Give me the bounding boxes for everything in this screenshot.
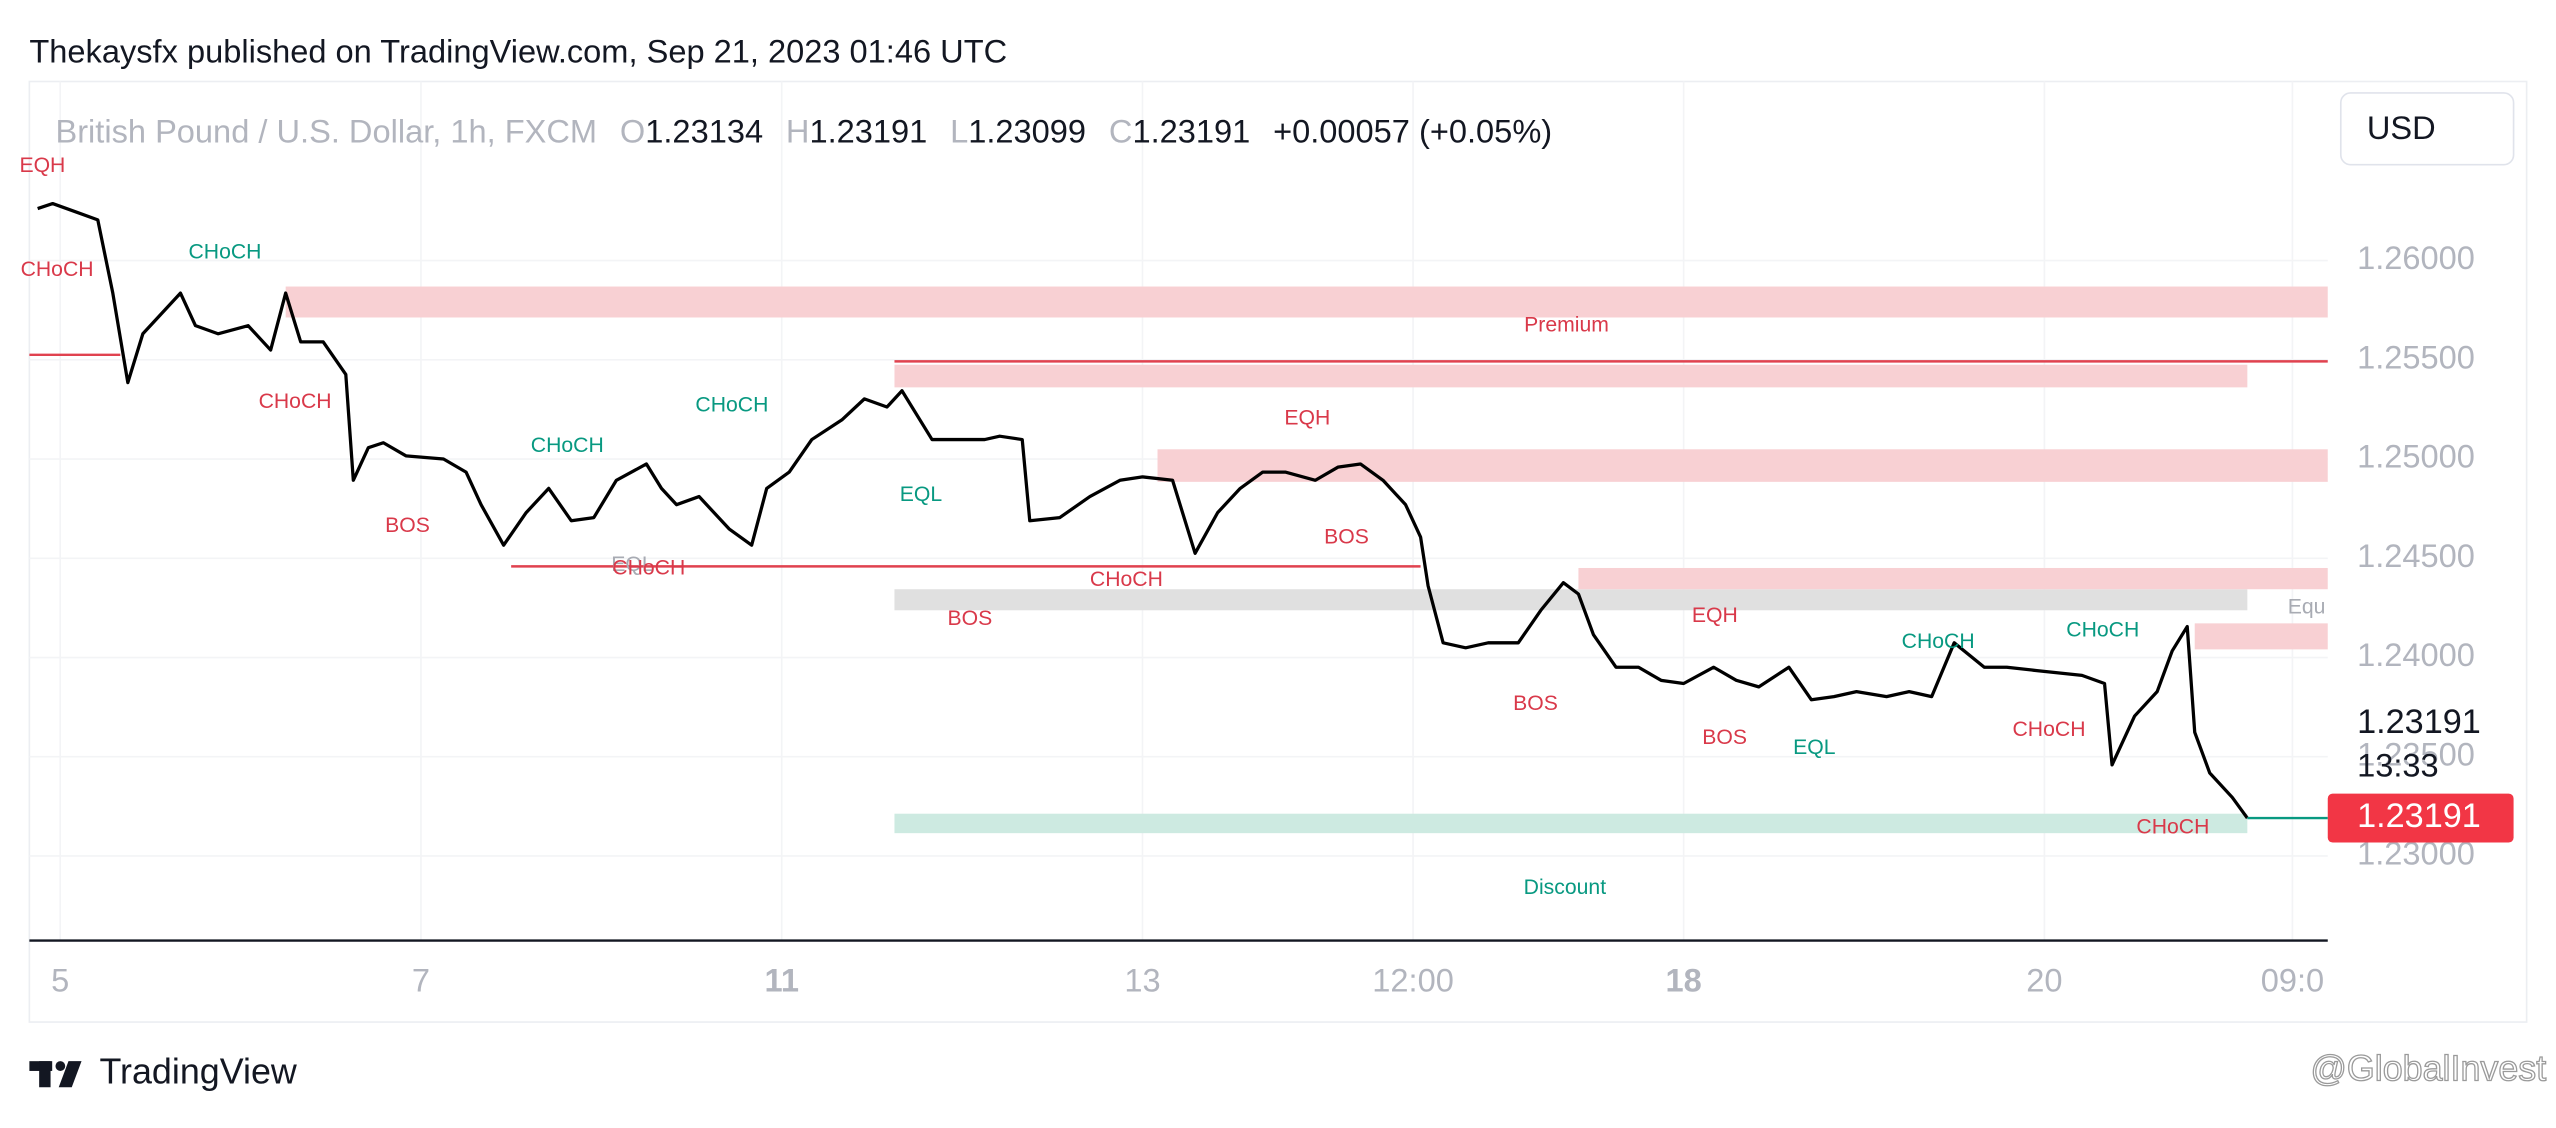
y-tick-label: 1.24000: [2357, 636, 2475, 673]
ohlc-value: 1.23191: [1132, 112, 1250, 149]
x-tick-label: 09:0: [2261, 962, 2324, 999]
symbol-legend: British Pound / U.S. Dollar, 1h, FXCM O1.…: [55, 112, 1552, 149]
brand-name: TradingView: [99, 1052, 296, 1092]
ohlc-key: H: [786, 112, 810, 149]
zone: [894, 813, 2248, 834]
annotation: CHoCH: [612, 556, 685, 579]
annotation: CHoCH: [188, 240, 261, 263]
x-tick-label: 11: [764, 962, 798, 999]
zone: [1578, 567, 2328, 590]
ohlc-key: L: [950, 112, 968, 149]
zone: [285, 286, 2328, 318]
last-price-badge-label: 1.23191: [2357, 797, 2481, 835]
annotation: BOS: [948, 607, 993, 630]
price-change: +0.00057 (+0.05%): [1273, 112, 1552, 149]
bar-countdown: 13:33: [2357, 746, 2439, 783]
y-tick-label: 1.25000: [2357, 438, 2475, 475]
plot-area: EQHCHoCHCHoCHCHoCHPremiumBOSCHoCHCHoCHEQ…: [19, 81, 2328, 941]
currency-label[interactable]: USD: [2367, 109, 2436, 146]
annotation: BOS: [1513, 692, 1558, 715]
y-tick-label: 1.24500: [2357, 537, 2475, 574]
ohlc-value: 1.23134: [645, 112, 763, 149]
publisher-line: Thekaysfx published on TradingView.com, …: [29, 32, 1007, 69]
annotation: CHoCH: [1090, 568, 1163, 591]
last-price-label: 1.23191: [2357, 703, 2481, 741]
brand-logo: [29, 1061, 82, 1088]
annotation: Premium: [1524, 314, 1609, 337]
watermark: @GlobalInvest: [2310, 1048, 2546, 1088]
price-line: [37, 201, 2249, 820]
annotation: CHoCH: [2136, 816, 2209, 839]
symbol-name: British Pound / U.S. Dollar, 1h, FXCM: [55, 112, 597, 149]
x-tick-label: 12:00: [1372, 962, 1454, 999]
x-tick-label: 5: [51, 962, 69, 999]
annotation: Equ: [2288, 596, 2326, 619]
currency-button[interactable]: [2339, 92, 2515, 166]
zone: [894, 589, 2248, 611]
ohlc-value: 1.23099: [968, 112, 1086, 149]
x-tick-label: 13: [1124, 962, 1160, 999]
annotation: CHoCH: [2066, 618, 2139, 641]
x-tick-label: 18: [1666, 962, 1702, 999]
annotation: BOS: [385, 514, 430, 537]
y-tick-label: 1.23500: [2357, 735, 2475, 772]
annotation: Discount: [1524, 876, 1607, 899]
last-price-badge: [2327, 793, 2514, 843]
annotation: CHoCH: [2013, 718, 2086, 741]
annotation: CHoCH: [1902, 630, 1975, 653]
chart-frame: [28, 80, 2528, 1023]
annotation: BOS: [1324, 526, 1369, 549]
ohlc-key: C: [1109, 112, 1133, 149]
annotation: BOS: [1702, 726, 1747, 749]
x-tick-label: 20: [2026, 962, 2062, 999]
y-tick-label: 1.26000: [2357, 239, 2475, 276]
annotation: EQL: [611, 553, 654, 576]
zone: [894, 364, 2248, 388]
annotation: EQH: [1692, 604, 1738, 627]
annotation: CHoCH: [531, 434, 604, 457]
annotation: EQL: [1793, 736, 1836, 759]
x-tick-label: 7: [412, 962, 430, 999]
annotation: EQH: [19, 154, 65, 177]
annotation: CHoCH: [21, 258, 94, 281]
annotation: EQL: [900, 483, 943, 506]
ohlc-value: 1.23191: [809, 112, 927, 149]
annotation: CHoCH: [695, 393, 768, 416]
zone: [1157, 449, 2328, 482]
annotation: EQH: [1284, 407, 1330, 430]
annotation: CHoCH: [259, 390, 332, 413]
ohlc-key: O: [620, 112, 645, 149]
y-tick-label: 1.25500: [2357, 338, 2475, 375]
zone: [2194, 623, 2328, 650]
